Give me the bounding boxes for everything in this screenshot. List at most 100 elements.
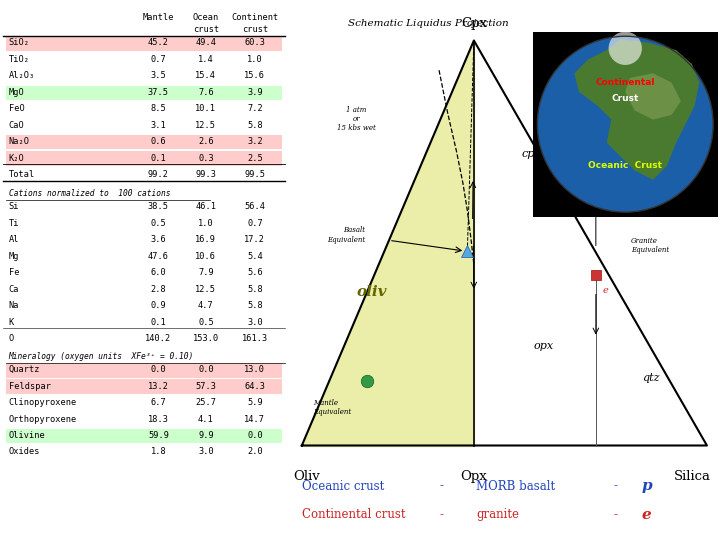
Bar — [6, 363, 282, 377]
Text: 99.3: 99.3 — [195, 170, 217, 179]
Circle shape — [537, 36, 714, 212]
Text: 161.3: 161.3 — [242, 334, 268, 343]
Polygon shape — [302, 40, 474, 446]
Circle shape — [608, 32, 642, 65]
Text: CaO: CaO — [9, 120, 24, 130]
Text: qtz: qtz — [642, 373, 659, 383]
Text: 47.6: 47.6 — [148, 252, 169, 261]
Text: Oceanic  Crust: Oceanic Crust — [588, 161, 662, 170]
Text: Ti: Ti — [9, 219, 19, 228]
Text: 3.5: 3.5 — [150, 71, 166, 80]
Polygon shape — [625, 73, 681, 119]
Text: -: - — [613, 480, 618, 492]
Text: 3.0: 3.0 — [198, 448, 214, 456]
Text: 10.6: 10.6 — [195, 252, 217, 261]
Text: Si: Si — [9, 202, 19, 211]
Text: 4.7: 4.7 — [198, 301, 214, 310]
Text: 5.8: 5.8 — [247, 120, 263, 130]
Text: Al₂O₃: Al₂O₃ — [9, 71, 35, 80]
Text: 0.7: 0.7 — [247, 219, 263, 228]
Text: 14.7: 14.7 — [244, 415, 266, 423]
Text: 10.1: 10.1 — [195, 104, 217, 113]
Text: 7.2: 7.2 — [247, 104, 263, 113]
Text: 0.0: 0.0 — [150, 365, 166, 374]
Text: 59.9: 59.9 — [148, 431, 169, 440]
Text: 1.8: 1.8 — [150, 448, 166, 456]
Text: Granite
Equivalent: Granite Equivalent — [631, 237, 669, 254]
Text: Total: Total — [9, 170, 35, 179]
Text: 46.1: 46.1 — [195, 202, 217, 211]
Text: 2.8: 2.8 — [150, 285, 166, 294]
Text: granite: granite — [476, 508, 519, 521]
Text: 3.9: 3.9 — [247, 87, 263, 97]
Text: 0.1: 0.1 — [150, 153, 166, 163]
Text: 8.5: 8.5 — [150, 104, 166, 113]
Text: 13.0: 13.0 — [244, 365, 266, 374]
Bar — [6, 151, 282, 166]
Text: 7.9: 7.9 — [198, 268, 214, 277]
Text: Oxides: Oxides — [9, 448, 40, 456]
Text: MgO: MgO — [9, 87, 24, 97]
Text: p: p — [642, 479, 652, 493]
Text: Schematic Liquidus Projection: Schematic Liquidus Projection — [348, 19, 508, 28]
Text: crust: crust — [242, 25, 268, 35]
Text: 5.8: 5.8 — [247, 285, 263, 294]
Text: 18.3: 18.3 — [148, 415, 169, 423]
Text: 2.5: 2.5 — [247, 153, 263, 163]
Text: FeO: FeO — [9, 104, 24, 113]
Bar — [6, 380, 282, 394]
Text: Silica: Silica — [675, 470, 711, 483]
Text: 0.0: 0.0 — [198, 365, 214, 374]
Text: SiO₂: SiO₂ — [9, 38, 30, 47]
Text: 99.2: 99.2 — [148, 170, 169, 179]
Text: MORB basalt: MORB basalt — [476, 480, 555, 492]
Text: 99.5: 99.5 — [244, 170, 266, 179]
Text: e: e — [603, 286, 608, 295]
Text: 17.2: 17.2 — [244, 235, 266, 244]
Text: 1 atm
or
15 kbs wet: 1 atm or 15 kbs wet — [337, 106, 376, 132]
Text: Orthopyroxene: Orthopyroxene — [9, 415, 77, 423]
Text: 3.2: 3.2 — [247, 137, 263, 146]
Text: 140.2: 140.2 — [145, 334, 171, 343]
Text: Cations normalized to  100 cations: Cations normalized to 100 cations — [9, 189, 170, 198]
Text: cpx: cpx — [522, 149, 541, 159]
Text: Oceanic crust: Oceanic crust — [302, 480, 384, 492]
Text: Oliv: Oliv — [293, 470, 320, 483]
Text: Basalt
Equivalent: Basalt Equivalent — [327, 226, 365, 244]
Text: 5.9: 5.9 — [247, 398, 263, 407]
Text: Fe: Fe — [9, 268, 19, 277]
Text: 0.1: 0.1 — [150, 318, 166, 327]
Text: -: - — [613, 508, 618, 521]
Text: Quartz: Quartz — [9, 365, 40, 374]
Text: Na: Na — [9, 301, 19, 310]
Text: 2.6: 2.6 — [198, 137, 214, 146]
Text: 0.0: 0.0 — [247, 431, 263, 440]
Text: -: - — [439, 480, 444, 492]
Text: 49.4: 49.4 — [195, 38, 217, 47]
Text: 3.6: 3.6 — [150, 235, 166, 244]
Text: 1.0: 1.0 — [247, 55, 263, 64]
Text: 37.5: 37.5 — [148, 87, 169, 97]
Text: 13.2: 13.2 — [148, 382, 169, 390]
Text: crust: crust — [193, 25, 219, 35]
Text: 56.4: 56.4 — [244, 202, 266, 211]
Text: 15.4: 15.4 — [195, 71, 217, 80]
Text: 7.6: 7.6 — [198, 87, 214, 97]
Text: 6.7: 6.7 — [150, 398, 166, 407]
Text: 0.5: 0.5 — [150, 219, 166, 228]
Text: Ocean: Ocean — [193, 14, 219, 23]
Polygon shape — [575, 39, 699, 180]
Text: Mantle: Mantle — [143, 14, 174, 23]
Text: 0.7: 0.7 — [150, 55, 166, 64]
Text: opx: opx — [534, 341, 554, 350]
Text: Na₂O: Na₂O — [9, 137, 30, 146]
Text: 0.3: 0.3 — [198, 153, 214, 163]
Bar — [6, 85, 282, 100]
Text: Opx: Opx — [461, 470, 487, 483]
Text: Al: Al — [9, 235, 19, 244]
Text: 3.0: 3.0 — [247, 318, 263, 327]
Text: Clinopyroxene: Clinopyroxene — [9, 398, 77, 407]
Text: 5.4: 5.4 — [247, 252, 263, 261]
Text: O: O — [9, 334, 14, 343]
Text: 6.0: 6.0 — [150, 268, 166, 277]
